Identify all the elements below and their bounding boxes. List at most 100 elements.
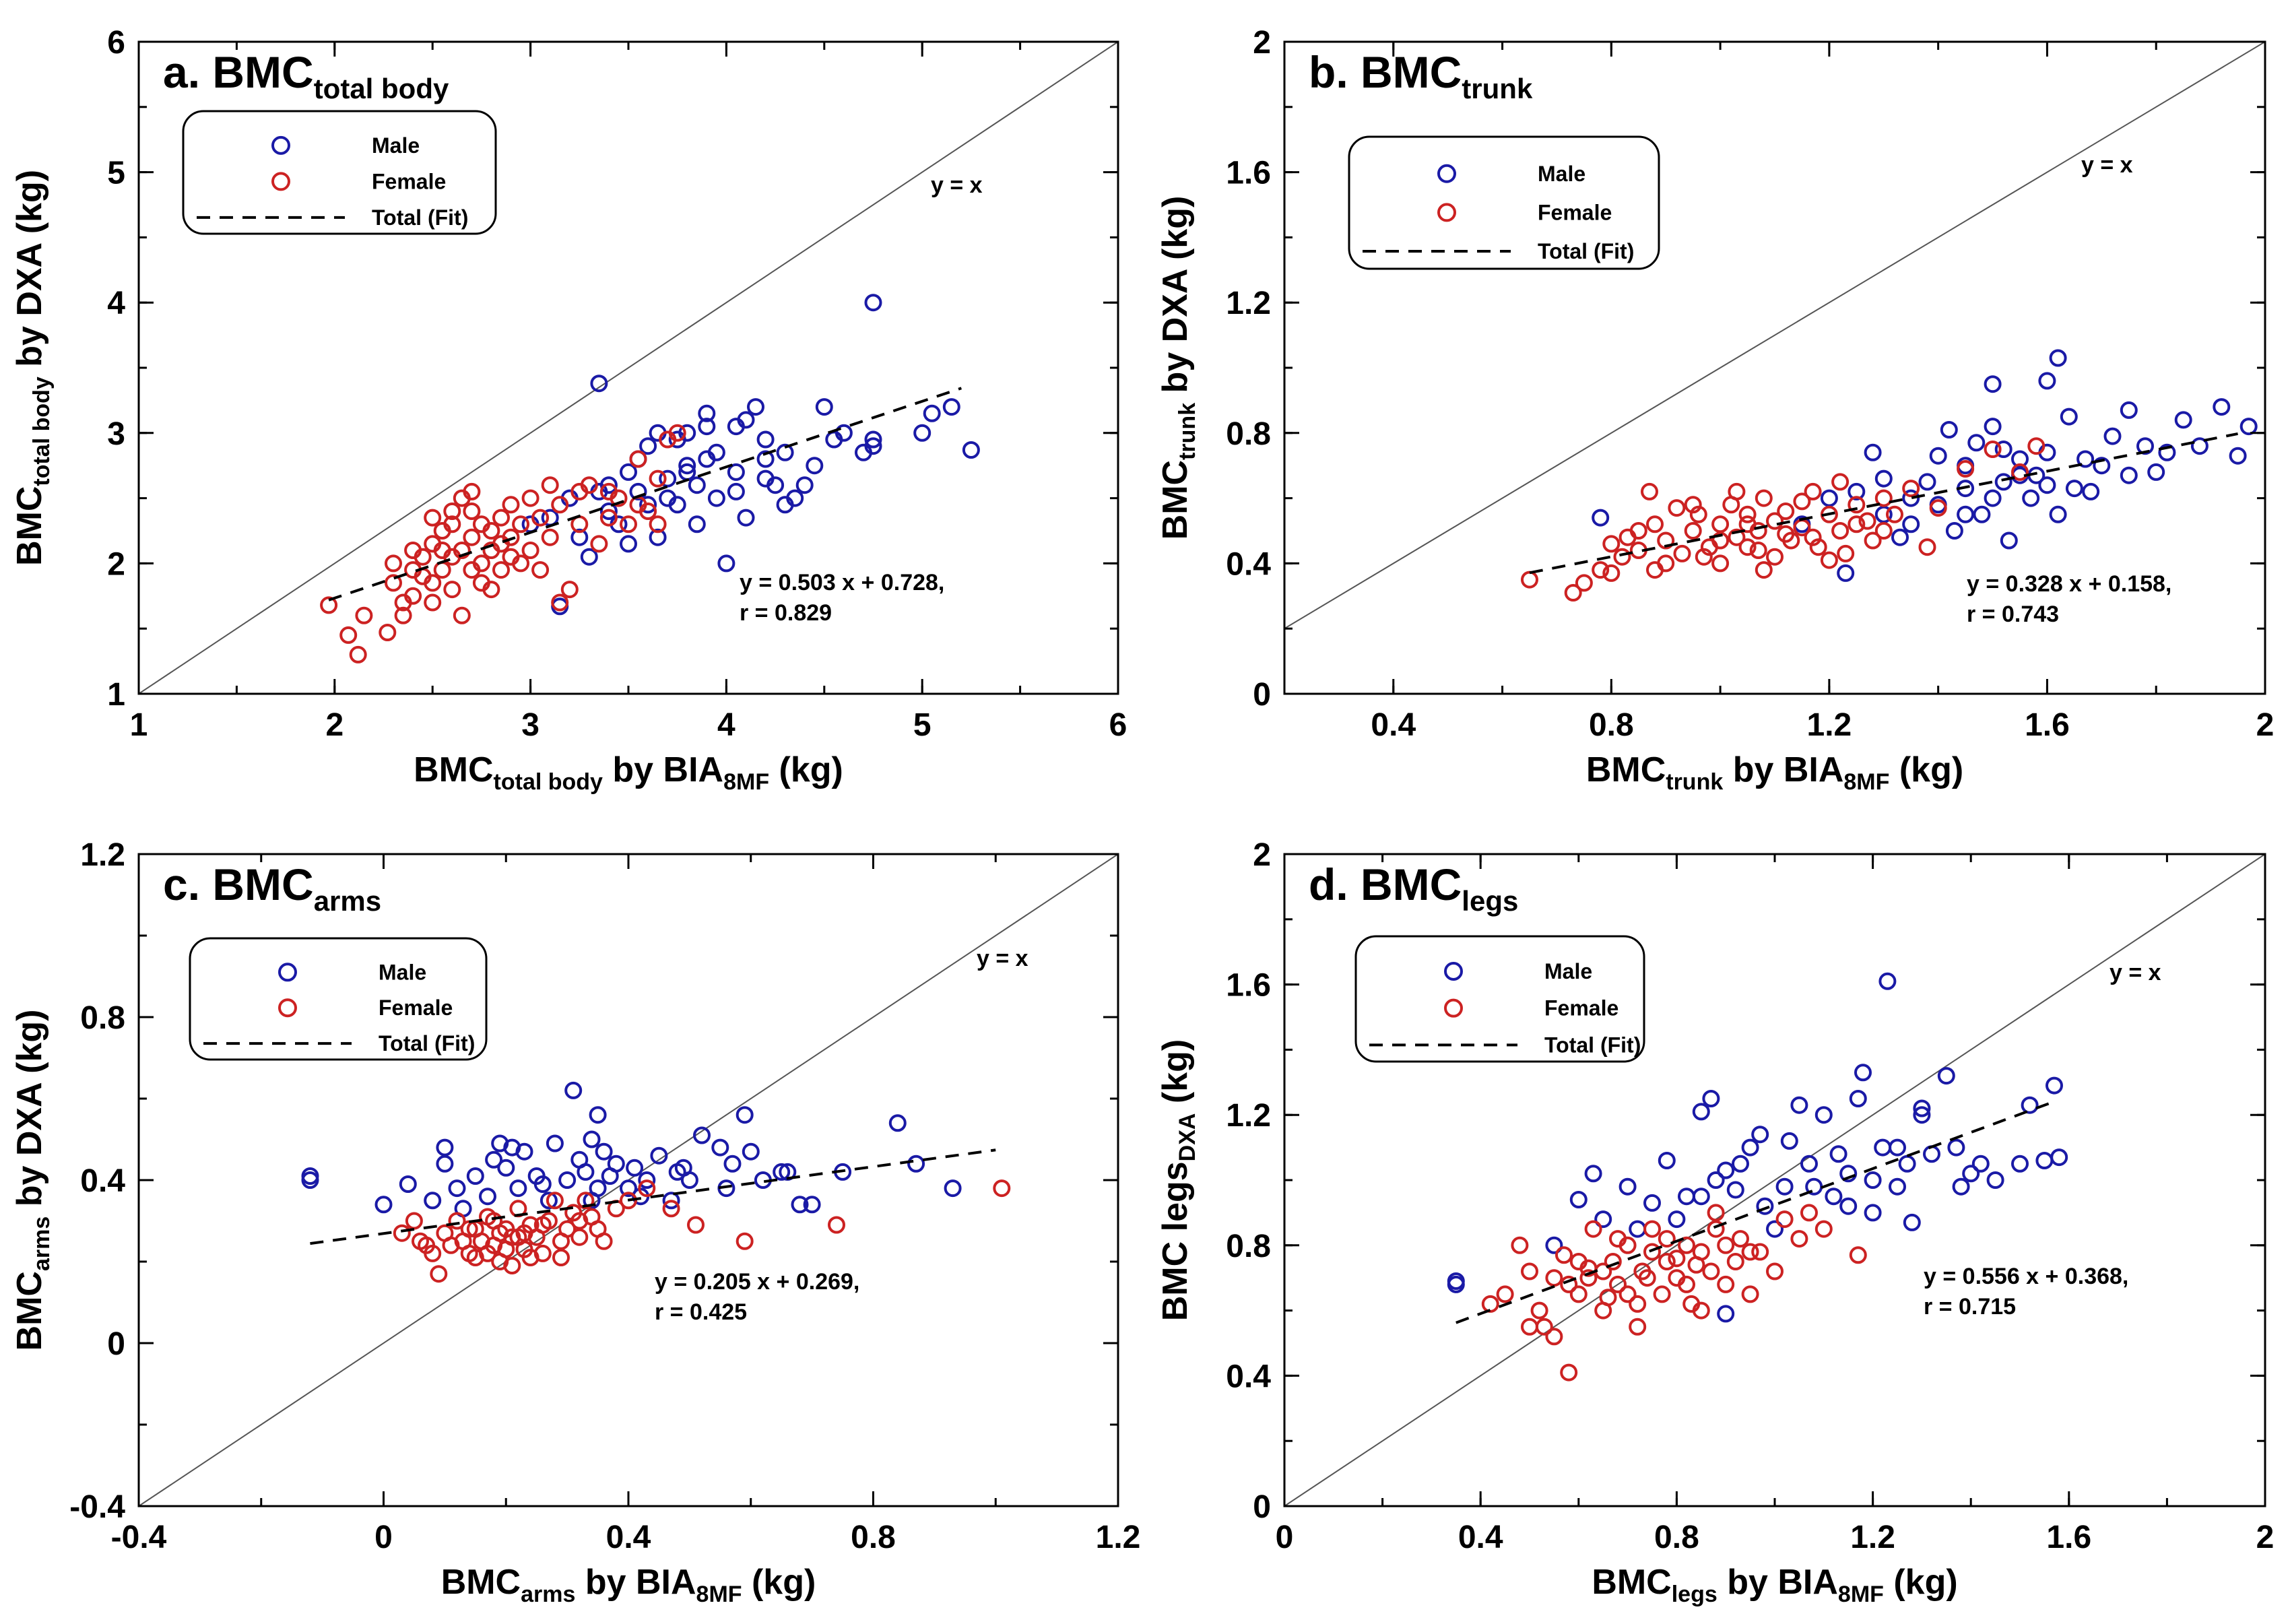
y-tick-label: 1.2 <box>1226 1098 1271 1134</box>
data-point-male <box>727 463 745 481</box>
data-point-female <box>1837 544 1855 562</box>
data-point-female <box>463 502 481 520</box>
data-point-male <box>659 469 677 488</box>
data-point-male <box>864 294 882 312</box>
data-point-male <box>1898 1155 1916 1173</box>
data-point-male <box>2082 482 2100 500</box>
identity-label: y = x <box>2109 960 2161 985</box>
data-point-female <box>1678 1236 1695 1254</box>
y-axis-label: BMCarms by DXA (kg) <box>10 1010 55 1351</box>
data-point-male <box>1874 505 1893 523</box>
data-point-female <box>1711 515 1730 533</box>
data-point-male <box>2011 450 2029 468</box>
data-point-female <box>1545 1269 1563 1287</box>
data-point-male <box>539 1192 558 1210</box>
data-point-female <box>405 1212 423 1230</box>
data-point-male <box>864 437 882 455</box>
data-point-male <box>659 489 677 507</box>
data-point-male <box>678 424 696 442</box>
data-point-female <box>668 424 686 442</box>
data-point-male <box>962 441 980 459</box>
data-point-female <box>1717 1275 1735 1293</box>
data-point-female <box>497 1240 515 1258</box>
data-point-male <box>1643 1194 1661 1212</box>
x-axis-label: BMClegs by BIA8MF (kg) <box>1592 1563 1957 1607</box>
data-point-female <box>1929 499 1947 517</box>
panel-title: a. BMCtotal body <box>163 47 449 104</box>
data-point-female <box>1599 1289 1617 1307</box>
y-tick-label: 2 <box>107 546 125 582</box>
data-point-male <box>1780 1132 1798 1150</box>
data-point-male <box>1717 1161 1735 1179</box>
data-point-male <box>577 1163 595 1181</box>
legend-label-male: Male <box>372 133 420 158</box>
data-point-female <box>448 1212 466 1230</box>
y-tick-label: 1.6 <box>1226 156 1271 191</box>
data-point-female <box>1777 502 1795 520</box>
data-point-female <box>443 502 461 520</box>
data-point-male <box>1668 1210 1686 1229</box>
legend-marker-male <box>1437 164 1456 183</box>
data-point-female <box>1738 538 1757 556</box>
data-point-male <box>1864 1204 1882 1222</box>
y-tick-label: 3 <box>107 416 125 452</box>
y-tick-label: 0 <box>1253 1489 1271 1525</box>
data-point-male <box>2076 450 2095 468</box>
data-point-female <box>472 554 490 573</box>
data-point-male <box>533 1175 552 1193</box>
identity-label: y = x <box>977 946 1028 971</box>
panel-a: 1 2 3 4 5 6 1 2 3 4 5 6 a. BMCtotal body BMCtotal bod… <box>10 25 1127 795</box>
data-point-female <box>463 528 481 546</box>
data-point-male <box>756 469 775 488</box>
legend-label-female: Female <box>379 996 453 1020</box>
data-point-female <box>453 606 471 624</box>
data-point-male <box>747 398 764 416</box>
identity-line <box>139 42 1118 694</box>
data-point-female <box>463 482 481 500</box>
panel-c: -0.4 0 0.4 0.8 1.2 -0.4 0 0.4 0.8 1.2 c. BMCarms BM… <box>10 837 1140 1607</box>
data-point-male <box>742 1142 760 1161</box>
data-point-female <box>1521 571 1538 589</box>
data-point-male <box>1790 1096 1808 1114</box>
data-point-male <box>727 418 745 436</box>
data-point-male <box>698 418 716 436</box>
data-point-female <box>1511 1236 1529 1254</box>
data-point-male <box>639 496 657 514</box>
data-point-female <box>1777 525 1795 543</box>
data-point-female <box>1790 1230 1808 1248</box>
data-point-male <box>727 482 745 500</box>
data-point-male <box>942 398 960 416</box>
data-point-male <box>2049 349 2067 367</box>
data-point-male <box>583 1130 601 1148</box>
fit-line <box>1455 1100 2055 1324</box>
data-point-male <box>717 554 735 573</box>
data-point-female <box>385 574 402 592</box>
fit-line <box>328 387 962 602</box>
data-point-male <box>1829 1145 1847 1163</box>
data-point-female <box>1831 473 1850 491</box>
data-point-female <box>546 1192 564 1210</box>
data-point-female <box>828 1216 845 1234</box>
data-point-female <box>339 626 358 644</box>
data-point-male <box>436 1138 454 1157</box>
data-point-female <box>512 515 530 533</box>
x-tick-label: 1.6 <box>2025 707 2070 743</box>
y-tick-label: 6 <box>107 25 125 61</box>
data-point-male <box>1889 1177 1906 1196</box>
data-point-male <box>629 482 647 500</box>
identity-line <box>1284 854 2265 1506</box>
data-point-female <box>1629 1295 1647 1313</box>
data-point-female <box>620 515 637 533</box>
fit-line <box>1529 432 2238 575</box>
data-point-male <box>864 430 882 449</box>
x-tick-label: 6 <box>1109 707 1127 743</box>
data-point-male <box>835 424 853 442</box>
data-point-female <box>1689 505 1707 523</box>
panel-title: b. BMCtrunk <box>1309 47 1533 104</box>
data-point-male <box>2103 427 2122 445</box>
data-point-male <box>1962 1165 1980 1183</box>
data-point-male <box>639 437 657 455</box>
data-point-male <box>1658 1152 1676 1169</box>
x-tick-label: 0.8 <box>1654 1520 1699 1555</box>
data-point-female <box>629 450 647 468</box>
